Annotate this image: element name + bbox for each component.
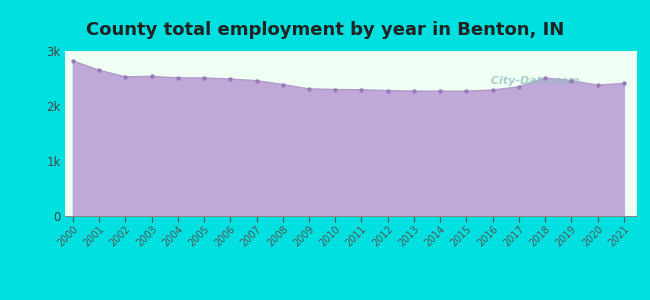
- Point: [488, 88, 498, 92]
- Point: [435, 89, 445, 94]
- Point: [278, 82, 288, 87]
- Point: [330, 87, 341, 92]
- Point: [120, 74, 131, 79]
- Point: [592, 83, 603, 88]
- Point: [304, 86, 314, 91]
- Text: City-Data.com: City-Data.com: [482, 76, 579, 86]
- Point: [199, 76, 209, 80]
- Point: [68, 58, 78, 63]
- Point: [225, 76, 235, 81]
- Point: [356, 87, 367, 92]
- Point: [409, 89, 419, 94]
- Point: [462, 89, 472, 94]
- Point: [540, 76, 551, 80]
- Point: [619, 81, 629, 86]
- Text: County total employment by year in Benton, IN: County total employment by year in Bento…: [86, 21, 564, 39]
- Point: [514, 84, 524, 89]
- Point: [94, 68, 104, 73]
- Point: [173, 76, 183, 80]
- Point: [383, 88, 393, 93]
- Point: [146, 74, 157, 79]
- Point: [252, 78, 262, 83]
- Point: [566, 78, 577, 83]
